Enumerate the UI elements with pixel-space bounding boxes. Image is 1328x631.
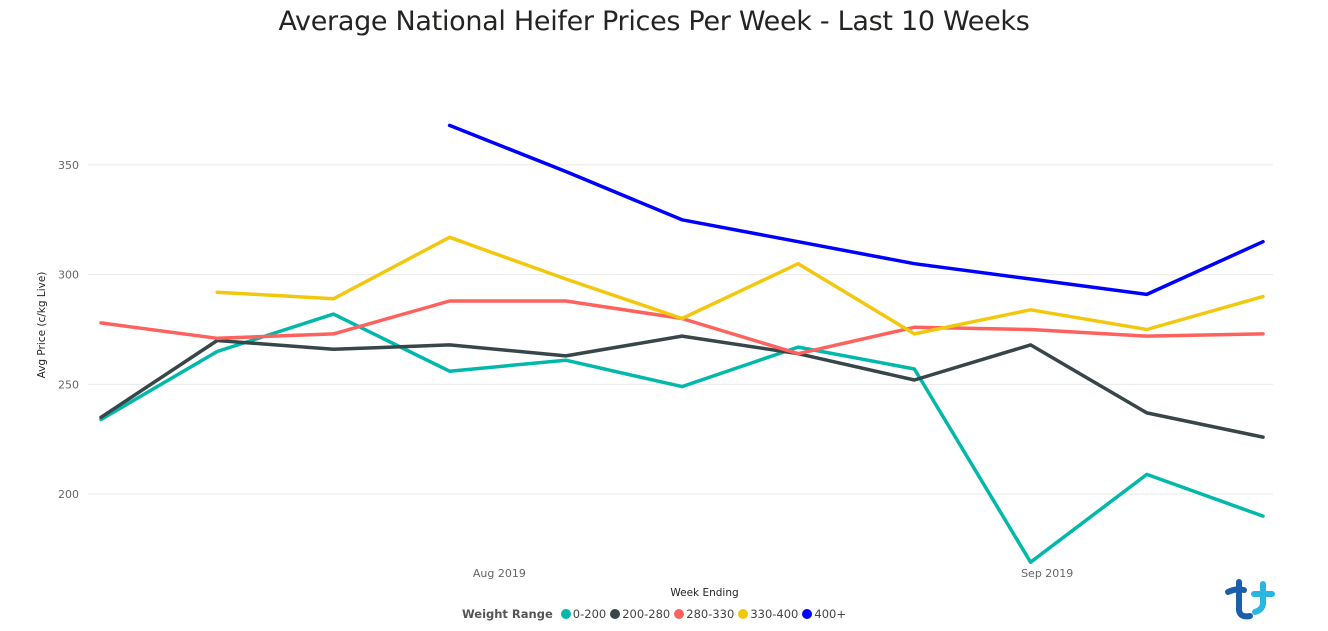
y-tick-label: 300: [58, 269, 79, 282]
y-tick-label: 350: [58, 159, 79, 172]
legend-item-400+[interactable]: 400+: [802, 607, 846, 621]
legend: Weight Range 0-200 200-280 280-330 330-400 4…: [0, 607, 1312, 621]
legend-marker-icon: [610, 609, 621, 619]
legend-items: 0-200 200-280 280-330 330-400 400+: [560, 607, 850, 621]
x-tick-label: Aug 2019: [473, 567, 526, 580]
legend-label: 0-200: [572, 607, 607, 621]
legend-label: 330-400: [750, 607, 799, 621]
y-tick-label: 200: [58, 488, 79, 501]
y-axis-ticks: 200 250 300 350: [58, 159, 79, 501]
series-line-0-200: [99, 312, 1265, 564]
legend-item-0-200[interactable]: 0-200: [560, 607, 607, 621]
legend-item-280-330[interactable]: 280-330: [674, 607, 734, 621]
series-lines: [99, 123, 1265, 564]
legend-label: 280-330: [686, 607, 735, 621]
legend-label: 200-280: [622, 607, 671, 621]
brand-logo-icon: [1225, 579, 1275, 620]
series-line-400+: [447, 123, 1265, 297]
series-line-330-400: [215, 235, 1265, 336]
legend-marker-icon: [738, 609, 749, 619]
legend-title: Weight Range: [462, 607, 553, 621]
legend-item-330-400[interactable]: 330-400: [738, 607, 798, 621]
y-axis-title: Avg Price (c/kg Live): [36, 272, 48, 379]
legend-label: 400+: [814, 607, 846, 621]
chart-title: Average National Heifer Prices Per Week …: [278, 6, 1030, 37]
series-line-200-280: [99, 334, 1265, 439]
x-axis-title: Week Ending: [670, 587, 738, 599]
x-tick-label: Sep 2019: [1021, 567, 1073, 580]
legend-marker-icon: [560, 609, 571, 619]
legend-marker-icon: [802, 609, 813, 619]
legend-marker-icon: [674, 609, 685, 619]
y-tick-label: 250: [58, 378, 79, 391]
x-axis-ticks: Aug 2019 Sep 2019: [473, 567, 1073, 580]
legend-item-200-280[interactable]: 200-280: [610, 607, 670, 621]
gridlines: [88, 164, 1273, 495]
